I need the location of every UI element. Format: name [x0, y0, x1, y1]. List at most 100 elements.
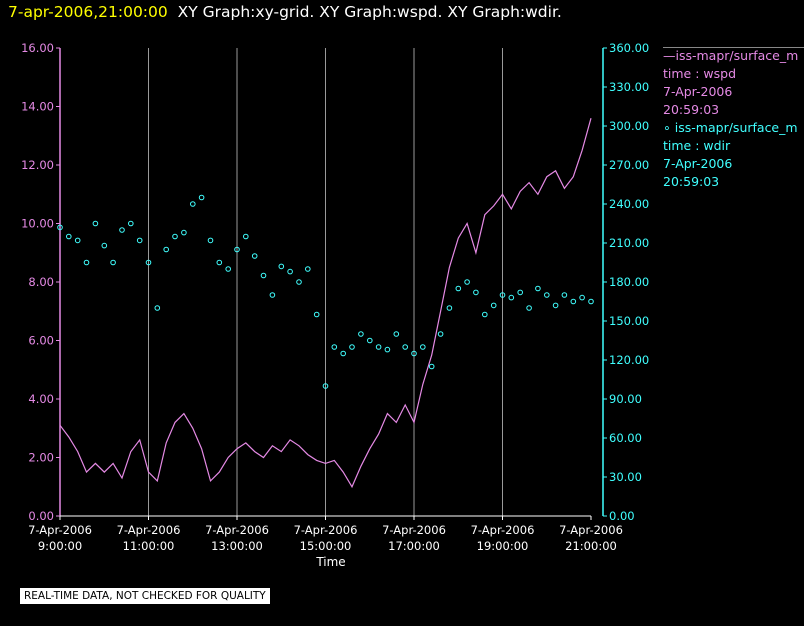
wdir-point [92, 220, 99, 227]
left-y-axis-wspd: 0.00 2.00 4.00 6.00 8.00 10.00 12.00 14.00 16.00 [21, 41, 61, 523]
wdir-point [561, 292, 568, 298]
x-tick-time: 13:00:00 [211, 539, 263, 553]
wdir-point [428, 363, 435, 370]
wdir-point [482, 311, 488, 318]
legend-wdir-time: 20:59:03 [663, 174, 720, 189]
wdir-point [473, 289, 479, 296]
x-tick-time: 15:00:00 [300, 539, 352, 553]
legend-wspd-time: 20:59:03 [663, 102, 720, 117]
wdir-point [163, 246, 169, 253]
wdir-point [74, 237, 81, 244]
x-tick-time: 17:00:00 [388, 539, 440, 553]
left-tick-label: 16.00 [21, 41, 54, 55]
wdir-point [420, 344, 426, 350]
wspd-line [59, 118, 592, 489]
right-tick-label: 360.00 [609, 41, 649, 55]
legend-entry-wspd: —iss-mapr/surface_m time : wspd 7-Apr-20… [663, 47, 804, 119]
series-wdir [57, 194, 594, 389]
wdir-point [508, 294, 515, 301]
wdir-point [269, 292, 276, 298]
wdir-point [402, 344, 409, 350]
wdir-point [234, 246, 240, 253]
series-wspd [59, 118, 592, 489]
wdir-point [57, 224, 63, 231]
x-tick-time: 21:00:00 [565, 539, 617, 553]
wdir-point [251, 253, 258, 259]
left-tick-label: 2.00 [28, 451, 54, 465]
wdir-point [110, 259, 116, 266]
vertical-grid-lines [148, 48, 503, 516]
x-tick-time: 19:00:00 [477, 539, 529, 553]
wdir-point [464, 279, 470, 285]
header-timestamp: 7-apr-2006,21:00:00 [8, 3, 168, 21]
wdir-point [570, 298, 577, 305]
x-tick-date: 7-Apr-2006 [28, 523, 92, 537]
wdir-point [101, 242, 108, 249]
right-tick-label: 150.00 [609, 314, 649, 328]
x-tick-time: 11:00:00 [123, 539, 175, 553]
legend-top-separator [663, 47, 804, 48]
right-tick-label: 210.00 [609, 236, 649, 250]
wdir-point [446, 305, 453, 311]
legend-wspd-source: —iss-mapr/surface_m [663, 48, 799, 63]
wdir-point [198, 194, 205, 201]
wdir-point [331, 344, 338, 350]
x-tick-date: 7-Apr-2006 [294, 523, 358, 537]
header-graph-titles: XY Graph:xy-grid. XY Graph:wspd. XY Grap… [177, 3, 562, 21]
x-tick-date: 7-Apr-2006 [205, 523, 269, 537]
wdir-point [260, 272, 267, 279]
wdir-point [349, 344, 355, 350]
right-tick-label: 30.00 [609, 470, 642, 484]
wdir-point [278, 263, 285, 270]
graph-header: 7-apr-2006,21:00:00 XY Graph:xy-grid. XY… [8, 3, 562, 21]
right-tick-label: 300.00 [609, 119, 649, 133]
wdir-point [552, 302, 559, 309]
wdir-point [305, 266, 311, 272]
wdir-point [437, 331, 444, 337]
wdir-point [526, 305, 532, 311]
wdir-point [83, 259, 90, 266]
wdir-point [367, 337, 373, 344]
wdir-point [172, 233, 178, 240]
wdir-point [296, 279, 302, 285]
wdir-point [358, 331, 364, 337]
x-tick-date: 7-Apr-2006 [382, 523, 446, 537]
wdir-point [136, 237, 143, 244]
left-tick-label: 4.00 [28, 392, 54, 406]
left-tick-label: 0.00 [28, 509, 54, 523]
legend-wdir-date: 7-Apr-2006 [663, 156, 733, 171]
wdir-point [313, 311, 320, 318]
wdir-point [128, 220, 134, 227]
legend: —iss-mapr/surface_m time : wspd 7-Apr-20… [663, 47, 804, 191]
wdir-point [181, 229, 187, 236]
quality-disclaimer: REAL-TIME DATA, NOT CHECKED FOR QUALITY [20, 588, 270, 604]
wdir-point [66, 233, 72, 240]
wdir-point [393, 331, 400, 337]
wdir-point [207, 237, 214, 244]
wdir-point [411, 350, 417, 357]
wdir-point [375, 344, 382, 350]
wdir-point [455, 285, 462, 292]
right-tick-label: 60.00 [609, 431, 642, 445]
wdir-point [190, 201, 196, 207]
x-tick-date: 7-Apr-2006 [559, 523, 623, 537]
right-tick-label: 180.00 [609, 275, 649, 289]
right-tick-label: 240.00 [609, 197, 649, 211]
x-axis-label: Time [315, 555, 345, 569]
right-y-axis-wdir: 0.00 30.00 60.00 90.00 120.00 150.00 180.00 210… [602, 41, 649, 523]
wdir-point [322, 383, 329, 389]
wdir-point [340, 350, 347, 357]
wdir-point [579, 294, 585, 301]
wdir-point [145, 259, 152, 266]
right-tick-label: 120.00 [609, 353, 649, 367]
x-axis-time: 7-Apr-2006 9:00:00 7-Apr-2006 11:00:00 7-Apr… [28, 515, 623, 553]
x-tick-time: 9:00:00 [38, 539, 82, 553]
wdir-point [490, 302, 497, 309]
right-tick-label: 270.00 [609, 158, 649, 172]
wdir-point [243, 233, 249, 240]
legend-entry-wdir: ∘ iss-mapr/surface_m time : wdir 7-Apr-2… [663, 119, 804, 191]
x-tick-date: 7-Apr-2006 [471, 523, 535, 537]
left-tick-label: 12.00 [21, 158, 54, 172]
legend-wdir-field: time : wdir [663, 138, 731, 153]
